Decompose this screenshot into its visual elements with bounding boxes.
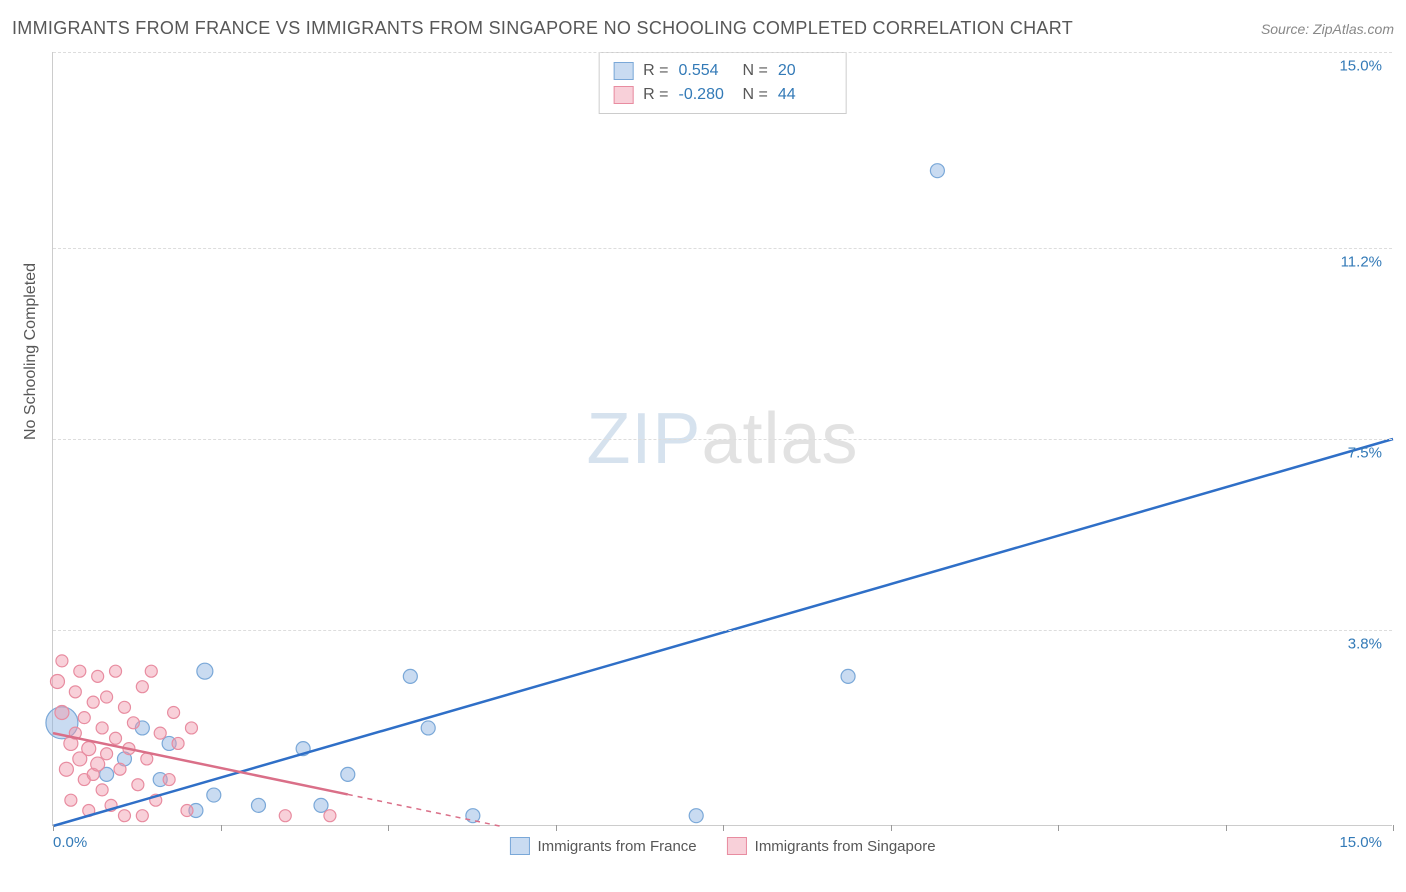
scatter-point — [56, 655, 68, 667]
stats-swatch — [613, 86, 633, 104]
stats-n-value: 44 — [778, 83, 832, 107]
scatter-point — [91, 757, 105, 771]
gridline — [53, 52, 1392, 53]
stats-r-label: R = — [643, 83, 668, 107]
scatter-point — [127, 717, 139, 729]
x-axis-max-label: 15.0% — [1339, 834, 1382, 851]
scatter-point — [87, 696, 99, 708]
stats-r-value: 0.554 — [679, 59, 733, 83]
stats-r-label: R = — [643, 59, 668, 83]
scatter-point — [101, 691, 113, 703]
plot-area: ZIPatlas R =0.554N =20R =-0.280N =44 0.0… — [52, 52, 1392, 826]
x-tick — [1058, 825, 1059, 831]
scatter-point — [207, 788, 221, 802]
scatter-point — [132, 779, 144, 791]
scatter-point — [168, 706, 180, 718]
scatter-point — [930, 164, 944, 178]
scatter-point — [197, 663, 213, 679]
x-tick — [556, 825, 557, 831]
stats-n-label: N = — [743, 59, 768, 83]
x-tick — [1393, 825, 1394, 831]
y-tick-label: 3.8% — [1348, 635, 1382, 652]
stats-legend-box: R = 0.554 N = 20 R = -0.280 N = 44 — [598, 52, 847, 114]
scatter-point — [163, 774, 175, 786]
gridline — [53, 630, 1392, 631]
scatter-point — [114, 763, 126, 775]
scatter-point — [74, 665, 86, 677]
gridline — [53, 439, 1392, 440]
stats-row: R = -0.280 N = 44 — [613, 83, 832, 107]
scatter-point — [172, 737, 184, 749]
scatter-point — [110, 732, 122, 744]
x-tick — [891, 825, 892, 831]
y-tick-label: 11.2% — [1341, 254, 1382, 271]
gridline — [53, 248, 1392, 249]
scatter-point — [324, 810, 336, 822]
chart-title: IMMIGRANTS FROM FRANCE VS IMMIGRANTS FRO… — [12, 18, 1073, 39]
scatter-point — [69, 686, 81, 698]
legend-label: Immigrants from France — [537, 838, 696, 855]
scatter-point — [78, 712, 90, 724]
scatter-point — [279, 810, 291, 822]
scatter-point — [154, 727, 166, 739]
stats-n-label: N = — [743, 83, 768, 107]
legend-swatch — [509, 837, 529, 855]
x-tick — [1226, 825, 1227, 831]
scatter-point — [96, 722, 108, 734]
x-axis-min-label: 0.0% — [53, 834, 87, 851]
legend-item: Immigrants from France — [509, 837, 696, 855]
scatter-point — [185, 722, 197, 734]
legend-label: Immigrants from Singapore — [755, 838, 936, 855]
stats-swatch — [613, 62, 633, 80]
scatter-point — [118, 810, 130, 822]
scatter-point — [96, 784, 108, 796]
scatter-point — [421, 721, 435, 735]
chart-source: Source: ZipAtlas.com — [1261, 21, 1394, 37]
chart-header: IMMIGRANTS FROM FRANCE VS IMMIGRANTS FRO… — [12, 18, 1394, 39]
scatter-point — [314, 798, 328, 812]
stats-r-value: -0.280 — [679, 83, 733, 107]
scatter-point — [466, 809, 480, 823]
scatter-point — [101, 748, 113, 760]
scatter-point — [403, 669, 417, 683]
scatter-point — [50, 675, 64, 689]
stats-row: R = 0.554 N = 20 — [613, 59, 832, 83]
x-tick — [221, 825, 222, 831]
scatter-point — [65, 794, 77, 806]
x-tick — [723, 825, 724, 831]
legend-swatch — [727, 837, 747, 855]
y-tick-label: 15.0% — [1339, 58, 1382, 75]
bottom-legend: Immigrants from France Immigrants from Si… — [509, 837, 935, 855]
y-tick-label: 7.5% — [1348, 445, 1382, 462]
scatter-point — [82, 742, 96, 756]
scatter-point — [136, 810, 148, 822]
stats-n-value: 20 — [778, 59, 832, 83]
scatter-point — [92, 670, 104, 682]
scatter-point — [59, 762, 73, 776]
x-tick — [388, 825, 389, 831]
scatter-point — [118, 701, 130, 713]
legend-item: Immigrants from Singapore — [727, 837, 936, 855]
scatter-point — [689, 809, 703, 823]
scatter-point — [341, 767, 355, 781]
trend-line — [53, 439, 1393, 826]
y-axis-label: No Schooling Completed — [22, 263, 40, 440]
scatter-point — [841, 669, 855, 683]
scatter-point — [145, 665, 157, 677]
scatter-point — [136, 681, 148, 693]
x-tick — [53, 825, 54, 831]
scatter-point — [181, 805, 193, 817]
scatter-point — [55, 705, 69, 719]
scatter-point — [251, 798, 265, 812]
scatter-point — [110, 665, 122, 677]
